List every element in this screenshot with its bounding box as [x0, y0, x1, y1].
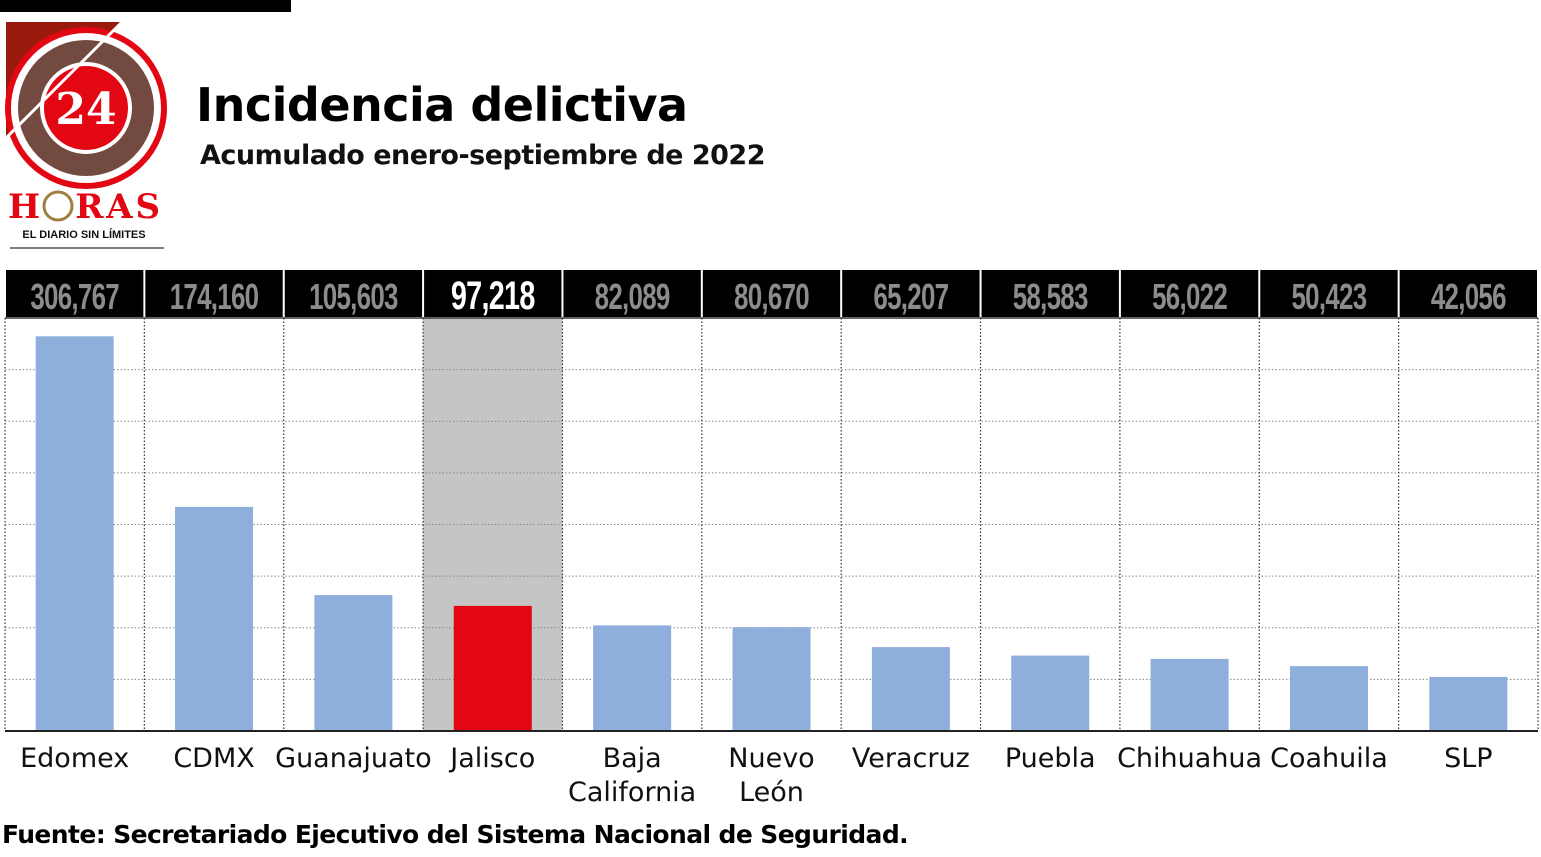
- value-label: 56,022: [1152, 277, 1227, 317]
- value-header-cell: [842, 270, 980, 317]
- value-label: 82,089: [595, 277, 670, 317]
- bar-coahuila: [1289, 666, 1368, 731]
- bar-puebla: [1011, 655, 1090, 731]
- value-header-cell: [1399, 270, 1537, 317]
- category-label: CDMX: [173, 743, 254, 774]
- value-header-cell: [145, 270, 283, 317]
- category-label: Guanajuato: [275, 743, 432, 774]
- value-label: 174,160: [170, 277, 259, 317]
- value-header-cell: [563, 270, 701, 317]
- value-header-cell: [1120, 270, 1259, 317]
- category-label: Chihuahua: [1117, 743, 1262, 774]
- value-header-cell: [702, 270, 841, 317]
- value-header-cell: [1260, 270, 1398, 317]
- value-label: 42,056: [1431, 277, 1506, 317]
- svg-text:24: 24: [55, 84, 116, 135]
- bar-edomex: [35, 336, 114, 731]
- value-label: 58,583: [1013, 277, 1088, 317]
- value-header-cell: [981, 270, 1119, 317]
- category-label: Nuevo: [728, 743, 814, 774]
- bar-baja-california: [593, 625, 672, 731]
- bar-jalisco: [453, 605, 532, 731]
- value-header-cell: [6, 270, 144, 317]
- bar-slp: [1429, 676, 1508, 731]
- category-label: Coahuila: [1270, 743, 1388, 774]
- value-label: 97,218: [451, 273, 535, 318]
- value-label: 105,603: [309, 277, 398, 317]
- bar-nuevo-león: [732, 627, 811, 731]
- value-label: 80,670: [734, 277, 809, 317]
- category-label: Veracruz: [852, 743, 970, 774]
- category-label: Baja: [603, 743, 662, 774]
- source-note: Fuente: Secretariado Ejecutivo del Siste…: [2, 820, 909, 849]
- category-label: SLP: [1444, 743, 1492, 774]
- value-label: 50,423: [1291, 277, 1366, 317]
- value-header-cell: [424, 270, 562, 317]
- chart-subtitle: Acumulado enero-septiembre de 2022: [200, 140, 766, 171]
- value-label: 65,207: [873, 277, 948, 317]
- bar-guanajuato: [314, 595, 393, 731]
- svg-text:EL DIARIO SIN LÍMITES: EL DIARIO SIN LÍMITES: [22, 228, 145, 241]
- 24-horas-logo: 24 HORAS EL DIARIO SIN LÍMITES: [4, 20, 167, 249]
- category-label: León: [739, 777, 804, 808]
- category-label: Jalisco: [448, 743, 535, 774]
- value-header-cell: [284, 270, 423, 317]
- bar-veracruz: [871, 647, 950, 731]
- svg-text:HORAS: HORAS: [8, 187, 160, 227]
- category-label: Puebla: [1005, 743, 1096, 774]
- value-label: 306,767: [30, 277, 119, 317]
- chart-title: Incidencia delictiva: [196, 78, 688, 132]
- top-bar: [0, 0, 291, 12]
- bar-chihuahua: [1150, 658, 1229, 731]
- category-label: California: [568, 777, 696, 808]
- category-label: Edomex: [20, 743, 129, 774]
- bar-cdmx: [175, 506, 254, 731]
